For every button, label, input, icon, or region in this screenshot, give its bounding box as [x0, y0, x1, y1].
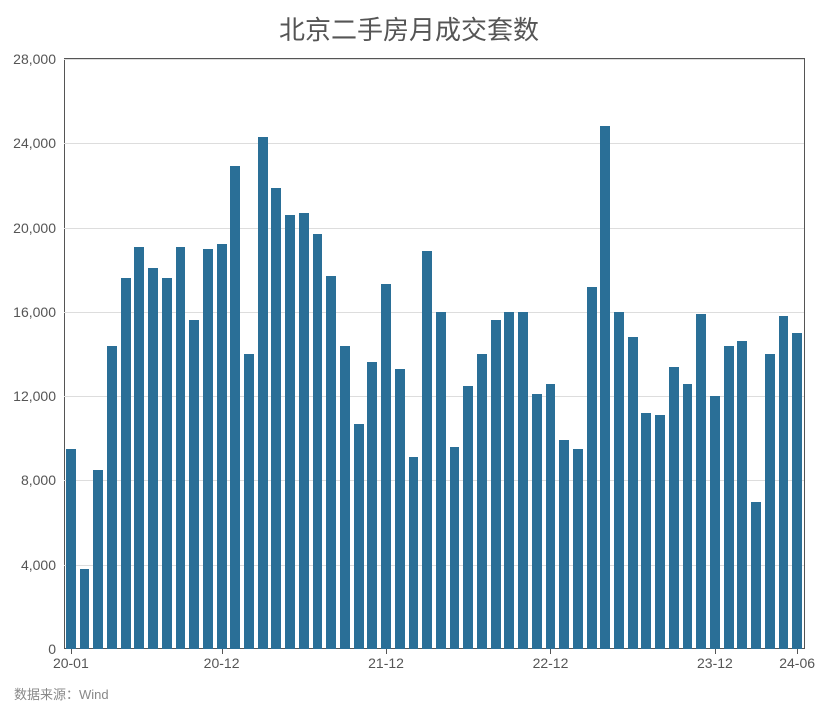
- bar: [450, 447, 460, 649]
- y-tick-label: 4,000: [21, 557, 64, 573]
- bar: [285, 215, 295, 649]
- bar: [641, 413, 651, 649]
- bar: [655, 415, 665, 649]
- bar: [381, 284, 391, 649]
- bar: [271, 188, 281, 649]
- bar: [587, 287, 597, 649]
- bar: [189, 320, 199, 649]
- bar: [203, 249, 213, 649]
- bar: [66, 449, 76, 649]
- bar: [696, 314, 706, 649]
- bar: [395, 369, 405, 649]
- bar: [463, 386, 473, 649]
- bar: [107, 346, 117, 649]
- bar: [737, 341, 747, 649]
- bar: [779, 316, 789, 649]
- bar: [409, 457, 419, 649]
- bar: [313, 234, 323, 649]
- y-tick-label: 16,000: [13, 304, 64, 320]
- bar: [751, 502, 761, 650]
- bar: [669, 367, 679, 649]
- bar: [546, 384, 556, 650]
- bar: [80, 569, 90, 649]
- bar: [724, 346, 734, 649]
- bar: [367, 362, 377, 649]
- bar: [134, 247, 144, 649]
- bar: [340, 346, 350, 649]
- gridline: [64, 59, 804, 60]
- x-tick-label: 22-12: [533, 649, 569, 671]
- bar: [244, 354, 254, 649]
- bar: [121, 278, 131, 649]
- y-axis-line: [64, 59, 65, 649]
- gridline: [64, 143, 804, 144]
- x-tick-label: 23-12: [697, 649, 733, 671]
- bar: [710, 396, 720, 649]
- bar: [477, 354, 487, 649]
- bar: [162, 278, 172, 649]
- y-tick-label: 12,000: [13, 388, 64, 404]
- x-tick-label: 20-01: [53, 649, 89, 671]
- x-tick-label: 24-06: [779, 649, 815, 671]
- bar: [559, 440, 569, 649]
- bar: [532, 394, 542, 649]
- bar: [614, 312, 624, 649]
- bar: [93, 470, 103, 649]
- bar: [491, 320, 501, 649]
- bar: [683, 384, 693, 650]
- x-tick-label: 20-12: [204, 649, 240, 671]
- bar: [628, 337, 638, 649]
- bar: [176, 247, 186, 649]
- source-label: 数据来源：Wind: [14, 684, 109, 703]
- bar: [422, 251, 432, 649]
- bar: [354, 424, 364, 649]
- bar: [258, 137, 268, 649]
- bar: [217, 244, 227, 649]
- bar: [148, 268, 158, 649]
- chart-container: 北京二手房月成交套数 04,0008,00012,00016,00020,000…: [0, 0, 818, 717]
- bar: [436, 312, 446, 649]
- bar: [326, 276, 336, 649]
- y-tick-label: 20,000: [13, 220, 64, 236]
- y-tick-label: 28,000: [13, 51, 64, 67]
- bar: [299, 213, 309, 649]
- bar: [600, 126, 610, 649]
- x-tick-label: 21-12: [368, 649, 404, 671]
- chart-title: 北京二手房月成交套数: [0, 0, 818, 47]
- bar: [230, 166, 240, 649]
- bar: [765, 354, 775, 649]
- y-tick-label: 24,000: [13, 135, 64, 151]
- bar: [792, 333, 802, 649]
- plot-area: 04,0008,00012,00016,00020,00024,00028,00…: [64, 58, 805, 649]
- bar: [573, 449, 583, 649]
- bar: [504, 312, 514, 649]
- y-tick-label: 8,000: [21, 472, 64, 488]
- gridline: [64, 228, 804, 229]
- bar: [518, 312, 528, 649]
